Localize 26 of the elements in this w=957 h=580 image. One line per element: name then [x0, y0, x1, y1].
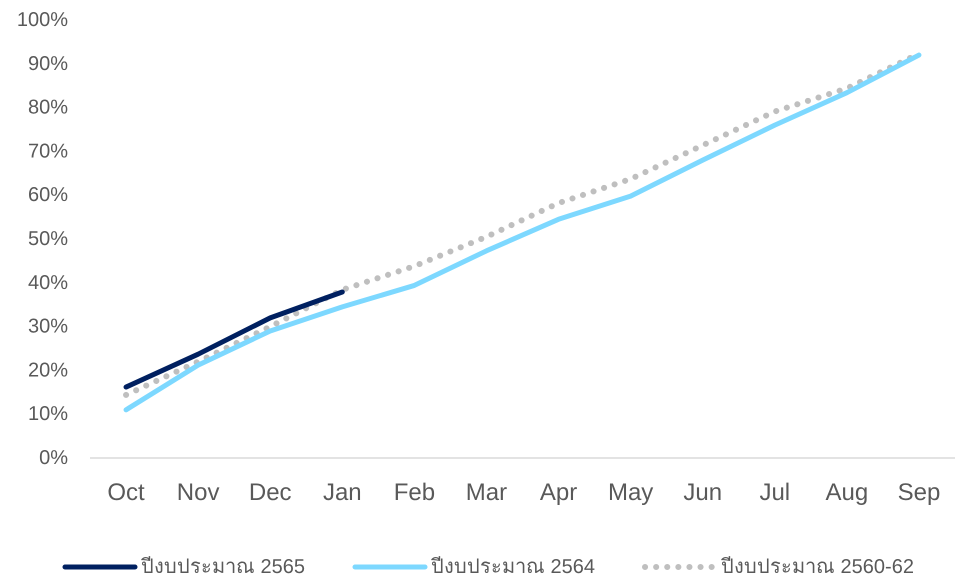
legend-label: ปีงบประมาณ 2565 [141, 556, 306, 578]
y-tick-label: 90% [28, 52, 68, 75]
y-tick-label: 20% [28, 359, 68, 382]
y-tick-label: 80% [28, 96, 68, 119]
x-tick-label: Jan [322, 479, 362, 506]
x-tick-label: Mar [466, 479, 508, 506]
y-tick-label: 60% [28, 184, 68, 206]
y-tick-label: 0% [39, 447, 68, 469]
x-tick-label: Aug [826, 479, 868, 506]
legend-label: ปีงบประมาณ 2564 [431, 556, 596, 578]
y-tick-label: 40% [28, 272, 68, 294]
y-tick-label: 100% [16, 9, 68, 31]
x-tick-label: Jun [683, 479, 722, 506]
y-tick-label: 30% [28, 316, 68, 338]
x-tick-label: Nov [176, 479, 220, 506]
x-tick-label: Jul [759, 479, 790, 506]
x-tick-label: Dec [248, 479, 292, 506]
legend-label: ปีงบประมาณ 2560-62 [721, 556, 914, 578]
x-tick-label: Apr [540, 479, 578, 506]
y-tick-label: 50% [28, 228, 68, 250]
x-tick-label: Feb [394, 479, 436, 506]
x-tick-label: Oct [107, 479, 146, 506]
x-tick-label: Sep [898, 479, 940, 506]
x-tick-label: May [608, 479, 654, 506]
y-tick-label: 70% [28, 140, 68, 162]
y-tick-label: 10% [28, 403, 68, 426]
